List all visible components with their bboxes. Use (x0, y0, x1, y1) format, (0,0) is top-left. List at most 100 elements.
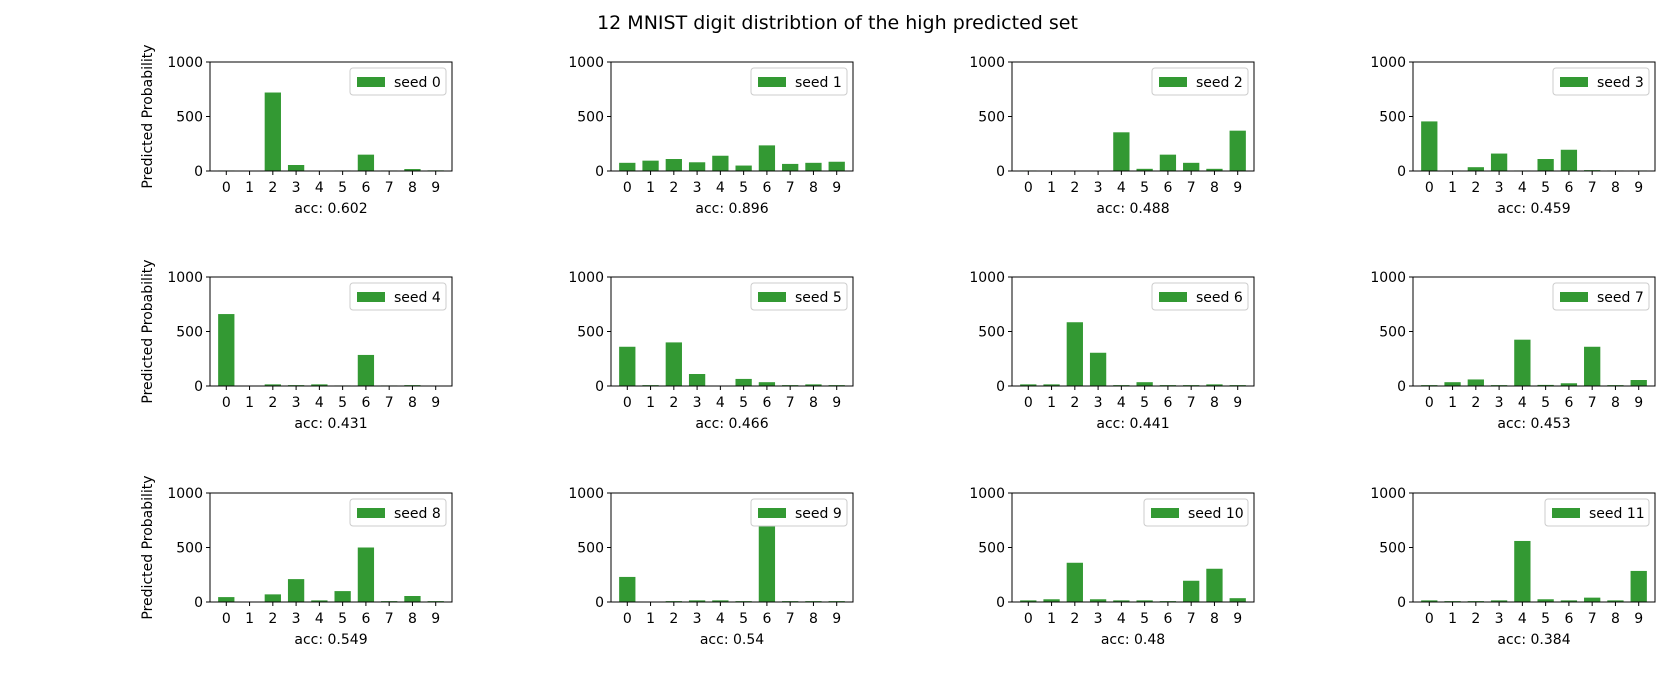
legend-swatch (1159, 77, 1187, 87)
x-tick-label: 2 (268, 180, 277, 196)
x-tick-label: 4 (1518, 611, 1527, 627)
bar-digit-6 (758, 525, 776, 602)
bar-digit-4 (1113, 600, 1130, 603)
legend-box (1151, 282, 1249, 311)
x-tick-label: 9 (832, 180, 841, 196)
y-tick-label: 500 (176, 325, 203, 341)
x-tick-label: 2 (1471, 611, 1480, 627)
figure-title: 12 MNIST digit distribtion of the high p… (597, 12, 1078, 34)
bar-digit-8 (805, 384, 822, 387)
x-tick-label: 0 (222, 611, 231, 627)
bar-digit-8 (1607, 600, 1624, 603)
x-tick-label: 5 (739, 395, 748, 411)
y-tick-label: 500 (978, 325, 1005, 341)
bar-digit-2 (1066, 562, 1083, 602)
x-tick-label: 3 (693, 611, 702, 627)
x-tick-label: 8 (1611, 611, 1620, 627)
x-tick-label: 5 (338, 180, 347, 196)
x-tick-label: 6 (1163, 395, 1172, 411)
bar-digit-3 (688, 162, 706, 171)
x-tick-label: 8 (809, 611, 818, 627)
y-tick-label: 500 (176, 110, 203, 126)
legend-swatch (357, 77, 385, 87)
x-tick-label: 5 (1541, 180, 1550, 196)
x-axis-label: acc: 0.459 (1497, 201, 1570, 217)
x-tick-label: 7 (1187, 395, 1196, 411)
legend-label: seed 9 (795, 506, 842, 522)
x-axis-label: acc: 0.54 (700, 632, 764, 648)
y-tick-label: 1000 (969, 486, 1005, 502)
legend: seed 10 (1143, 498, 1249, 527)
bar-digit-8 (1206, 168, 1223, 171)
bar-digit-6 (357, 354, 375, 386)
legend: seed 5 (750, 282, 848, 311)
bar-digit-0 (1020, 384, 1037, 387)
bar-digit-6 (1560, 149, 1578, 171)
bar-digit-0 (619, 162, 636, 171)
x-tick-label: 3 (1094, 395, 1103, 411)
x-tick-label: 9 (1634, 180, 1643, 196)
bar-digit-4 (311, 600, 328, 603)
bar-digit-7 (1584, 597, 1601, 602)
bar-digit-2 (665, 342, 682, 386)
x-tick-label: 0 (1024, 395, 1033, 411)
x-tick-label: 4 (315, 180, 324, 196)
x-tick-label: 7 (1187, 180, 1196, 196)
x-tick-label: 9 (431, 395, 440, 411)
x-tick-label: 3 (693, 180, 702, 196)
legend-box (750, 282, 848, 311)
x-tick-label: 0 (1024, 180, 1033, 196)
x-tick-label: 5 (1140, 395, 1149, 411)
y-tick-label: 0 (996, 595, 1005, 611)
bar-digit-3 (688, 600, 706, 603)
x-tick-label: 3 (1094, 180, 1103, 196)
bar-digit-1 (642, 160, 659, 172)
x-tick-label: 3 (1495, 395, 1504, 411)
bar-digit-6 (357, 547, 375, 602)
x-tick-label: 9 (431, 611, 440, 627)
x-tick-label: 9 (1634, 395, 1643, 411)
bar-digit-5 (1136, 168, 1153, 171)
x-axis-label: acc: 0.453 (1497, 416, 1570, 432)
y-tick-label: 1000 (1370, 55, 1406, 71)
y-tick-label: 1000 (1370, 270, 1406, 286)
x-tick-label: 9 (1233, 180, 1242, 196)
legend: seed 1 (750, 67, 848, 96)
x-axis-label: acc: 0.441 (1096, 416, 1169, 432)
bar-digit-1 (1444, 382, 1461, 387)
x-tick-label: 6 (361, 395, 370, 411)
bar-digit-9 (1630, 380, 1647, 386)
x-tick-label: 7 (385, 611, 394, 627)
legend: seed 7 (1552, 282, 1650, 311)
x-tick-label: 8 (1210, 395, 1219, 411)
x-tick-label: 0 (623, 611, 632, 627)
legend-label: seed 5 (795, 290, 842, 306)
y-tick-label: 0 (595, 379, 604, 395)
legend-box (349, 67, 447, 96)
bar-digit-0 (1421, 600, 1438, 603)
x-tick-label: 2 (1471, 395, 1480, 411)
bar-digit-0 (1020, 600, 1037, 603)
x-tick-label: 6 (1564, 180, 1573, 196)
x-tick-label: 5 (1140, 180, 1149, 196)
x-tick-label: 3 (1495, 180, 1504, 196)
x-tick-label: 0 (1425, 611, 1434, 627)
legend-box (1151, 67, 1249, 96)
x-tick-label: 0 (623, 180, 632, 196)
y-tick-label: 1000 (167, 486, 203, 502)
legend: seed 6 (1151, 282, 1249, 311)
bar-digit-4 (712, 155, 729, 171)
y-tick-label: 1000 (568, 55, 604, 71)
x-tick-label: 6 (1564, 611, 1573, 627)
x-tick-label: 8 (1210, 611, 1219, 627)
legend-label: seed 6 (1196, 290, 1243, 306)
legend-label: seed 1 (795, 75, 842, 91)
bar-digit-4 (1514, 339, 1531, 386)
legend-label: seed 2 (1196, 75, 1243, 91)
y-tick-label: 1000 (167, 55, 203, 71)
x-tick-label: 8 (408, 395, 417, 411)
x-tick-label: 8 (1611, 180, 1620, 196)
